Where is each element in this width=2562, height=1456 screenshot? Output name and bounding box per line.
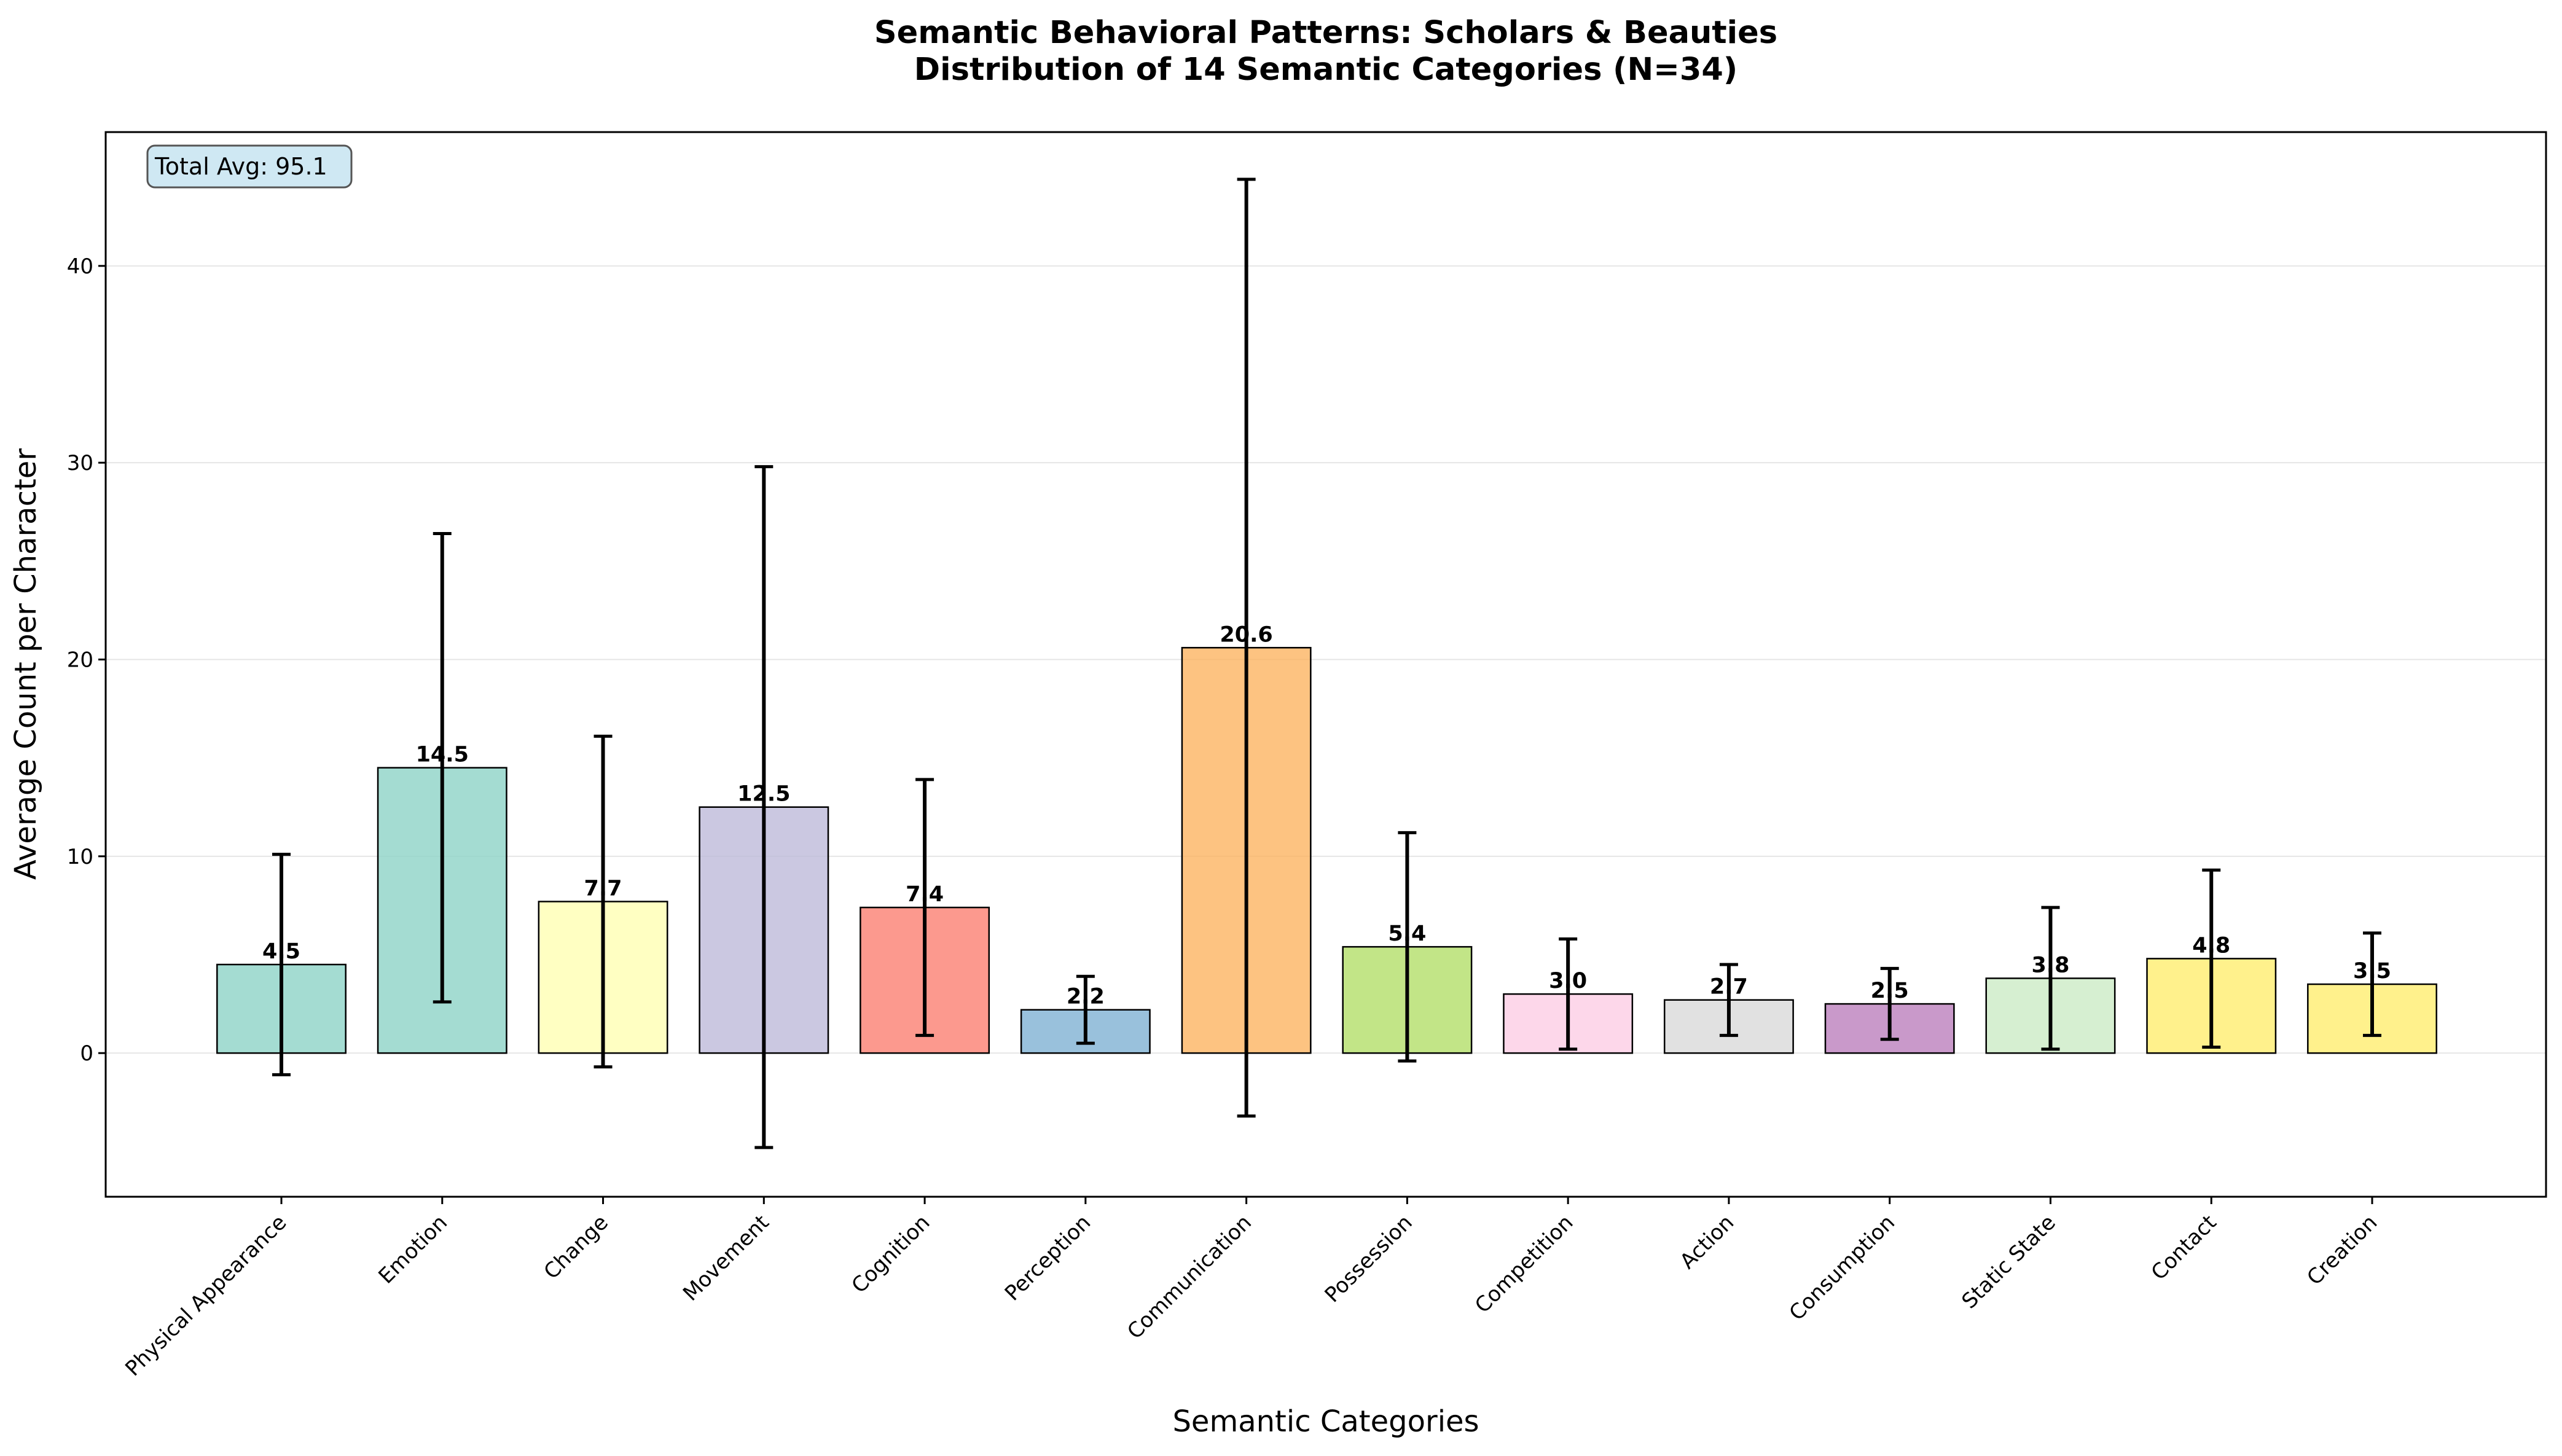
bar-value-label: 4.5 — [262, 939, 300, 964]
bar-value-label: 2.2 — [1067, 985, 1105, 1009]
grid — [106, 265, 2546, 1054]
bar-value-label: 2.5 — [1871, 979, 1909, 1003]
bar-value-label: 20.6 — [1220, 622, 1272, 647]
y-tick-label: 30 — [67, 451, 93, 476]
value-labels: 4.5 14.5 7.7 12.5 7.4 2.2 20.6 5.4 3.0 2.7 2.5 3.8 4… — [262, 622, 2391, 1009]
bar-value-label: 3.8 — [2031, 953, 2069, 977]
bar-value-label: 3.0 — [1549, 969, 1587, 993]
chart-subtitle: Distribution of 14 Semantic Categories (… — [914, 52, 1737, 88]
y-tick-label: 10 — [67, 845, 93, 869]
y-tick-label: 20 — [67, 648, 93, 672]
plot-frame — [104, 131, 2547, 1198]
bar-value-label: 7.4 — [906, 882, 944, 907]
x-axis-label: Semantic Categories — [1172, 1404, 1479, 1439]
total-avg-annotation: Total Avg: 95.1 — [146, 144, 353, 189]
bar-value-label: 5.4 — [1388, 922, 1426, 946]
error-bars — [272, 178, 2381, 1149]
bar-value-label: 7.7 — [584, 877, 622, 901]
bar-value-label: 2.7 — [1710, 975, 1748, 1000]
bar-value-label: 12.5 — [737, 782, 790, 807]
y-axis-label: Average Count per Character — [9, 448, 43, 880]
total-avg-text: Total Avg: 95.1 — [154, 153, 327, 180]
bar-value-label: 14.5 — [416, 743, 469, 767]
chart-title: Semantic Behavioral Patterns: Scholars &… — [874, 15, 1777, 51]
y-tick-label: 40 — [67, 254, 93, 279]
y-axis: 0 10 20 30 40 — [67, 254, 106, 1066]
bar-value-label: 3.5 — [2353, 959, 2391, 984]
bar-value-label: 4.8 — [2192, 933, 2230, 958]
y-tick-label: 0 — [80, 1041, 93, 1066]
